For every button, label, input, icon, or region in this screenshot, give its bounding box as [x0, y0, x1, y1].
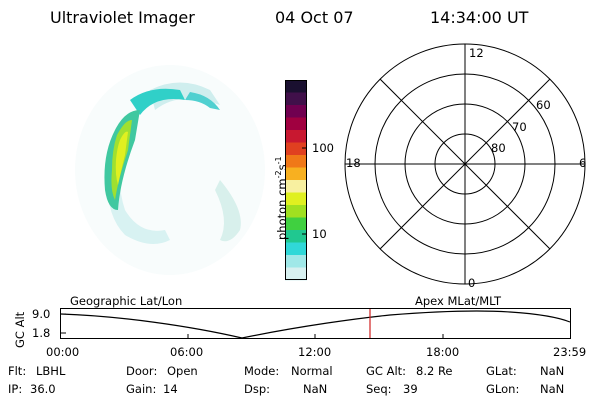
mlt-label-0: 0	[468, 276, 476, 290]
timeline-xtick-00: 00:00	[46, 345, 80, 359]
auroral-oval	[104, 88, 220, 210]
mode-label: Mode:	[244, 364, 280, 378]
gc-alt-label: GC Alt:	[366, 364, 407, 378]
timeline-y-label: GC Alt	[13, 311, 27, 348]
colorbar-segment	[285, 230, 307, 243]
colorbar-label-exp2: -1	[274, 156, 283, 165]
colorbar-segment	[285, 105, 307, 118]
colorbar-axis-label: photon cm-2s-1	[274, 156, 289, 240]
ip-value: 36.0	[30, 382, 56, 396]
colorbar-segment	[285, 167, 307, 181]
mlt-label-12: 12	[469, 46, 484, 60]
timeline-xtick-2359: 23:59	[553, 345, 587, 359]
dsp-label: Dsp:	[244, 382, 271, 396]
door-label: Door:	[126, 364, 158, 378]
door-value: Open	[167, 364, 198, 378]
colorbar-segment	[285, 155, 307, 168]
timeline-xtick-06: 06:00	[170, 345, 204, 359]
colorbar	[285, 80, 307, 281]
seq-value: 39	[403, 382, 418, 396]
colorbar-segment	[285, 117, 307, 131]
lat-label-60: 60	[536, 98, 551, 112]
timeline-xtick-12: 12:00	[298, 345, 332, 359]
colorbar-frame	[285, 80, 307, 280]
timeline-left-title: Geographic Lat/Lon	[70, 294, 183, 308]
colorbar-segment	[285, 255, 307, 268]
filter-label: Flt:	[8, 364, 27, 378]
polar-plot	[344, 43, 586, 285]
colorbar-tick-label-100: 100	[312, 141, 334, 155]
filter-value: LBHL	[36, 364, 66, 378]
glon-label: GLon:	[486, 382, 520, 396]
polar-diagonal-2	[379, 78, 551, 250]
glat-label: GLat:	[486, 364, 517, 378]
timeline-plot	[60, 308, 571, 339]
timeline-xtick-18: 18:00	[426, 345, 460, 359]
glon-value: NaN	[540, 382, 565, 396]
colorbar-segment	[285, 92, 307, 106]
colorbar-segment	[285, 217, 307, 231]
colorbar-segment	[285, 205, 307, 218]
gc-alt-value: 8.2 Re	[416, 364, 453, 378]
mlt-label-18: 18	[346, 156, 361, 170]
lat-label-80: 80	[491, 141, 506, 155]
auroral-image	[75, 65, 265, 275]
colorbar-label-unit2: s	[274, 164, 289, 171]
colorbar-tick-label-10: 10	[312, 227, 327, 241]
date-label: 04 Oct 07	[275, 8, 354, 27]
colorbar-label-unit: photon cm	[274, 178, 289, 240]
colorbar-segment	[285, 192, 307, 206]
colorbar-segment	[285, 242, 307, 256]
gain-value: 14	[163, 382, 178, 396]
lat-label-70: 70	[512, 120, 527, 134]
altitude-curve	[60, 310, 571, 339]
ip-label: IP:	[8, 382, 23, 396]
colorbar-label-exp1: -2	[274, 170, 283, 179]
timeline-ytick-1-8: 1.8	[32, 326, 51, 340]
timeline-ytick-9: 9.0	[32, 307, 51, 321]
gain-label: Gain:	[126, 382, 157, 396]
timeline-right-title: Apex MLat/MLT	[415, 294, 502, 308]
colorbar-segment	[285, 180, 307, 193]
colorbar-segment	[285, 80, 307, 93]
seq-label: Seq:	[366, 382, 392, 396]
dsp-value: NaN	[303, 382, 328, 396]
colorbar-segment	[285, 130, 307, 143]
mode-value: Normal	[291, 364, 333, 378]
colorbar-segment	[285, 142, 307, 156]
time-label: 14:34:00 UT	[430, 8, 529, 27]
instrument-title: Ultraviolet Imager	[50, 8, 195, 27]
colorbar-gradient	[285, 80, 307, 281]
colorbar-segment	[285, 267, 307, 281]
glat-value: NaN	[540, 364, 565, 378]
mlt-label-6: 6	[579, 156, 587, 170]
